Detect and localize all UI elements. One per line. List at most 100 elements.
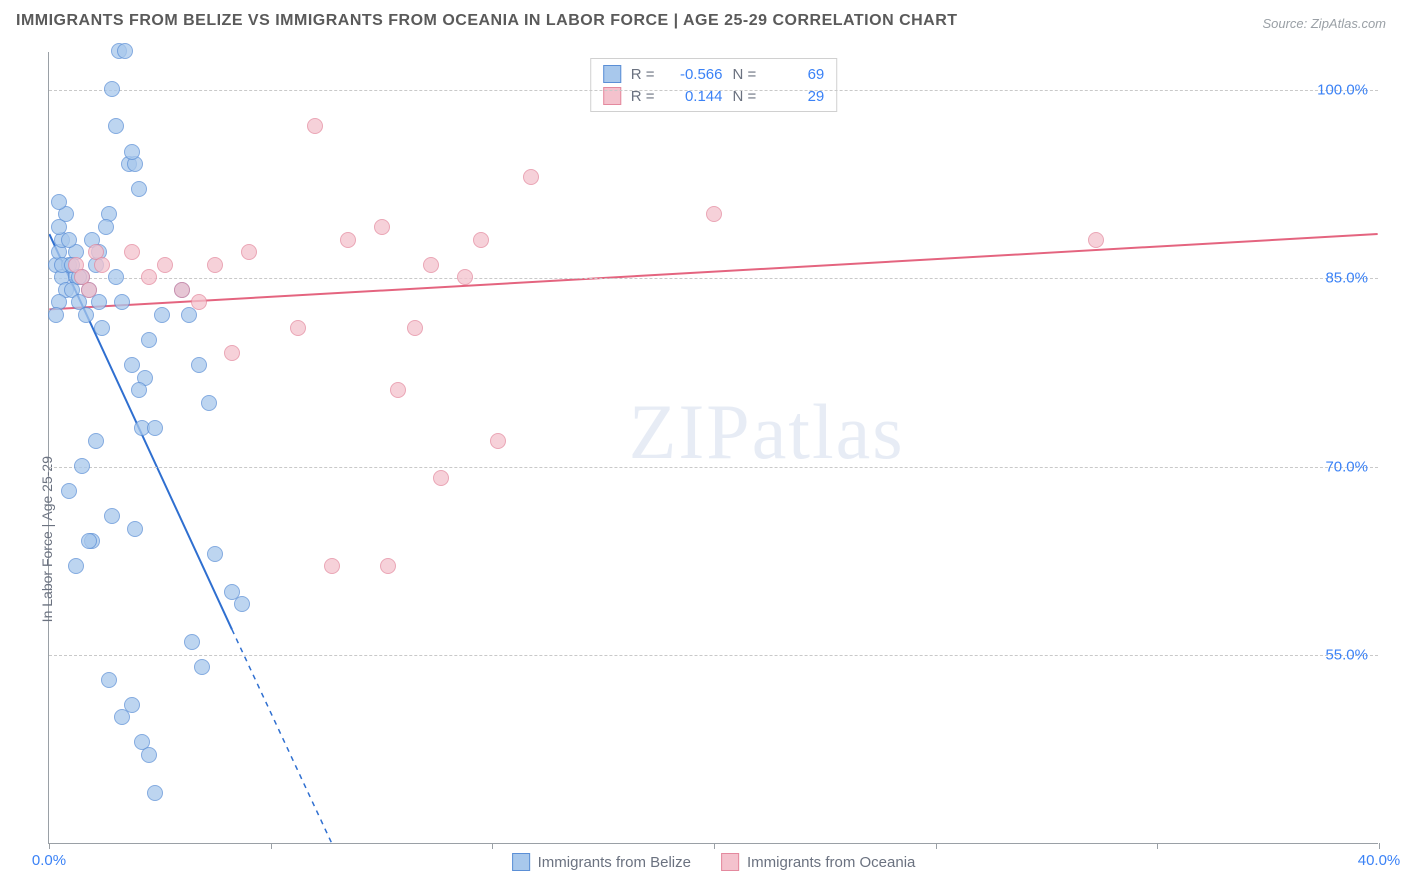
- scatter-point: [68, 558, 84, 574]
- scatter-point: [127, 521, 143, 537]
- trend-lines-svg: [49, 52, 1378, 843]
- scatter-point: [201, 395, 217, 411]
- scatter-point: [290, 320, 306, 336]
- watermark-bold: ZIP: [629, 388, 752, 475]
- scatter-point: [124, 144, 140, 160]
- scatter-point: [224, 345, 240, 361]
- r-label: R =: [631, 66, 655, 83]
- scatter-point: [706, 206, 722, 222]
- gridline-h: [49, 467, 1378, 468]
- x-tick: [714, 843, 715, 849]
- scatter-point: [307, 118, 323, 134]
- scatter-point: [374, 219, 390, 235]
- swatch-oceania: [721, 853, 739, 871]
- scatter-point: [108, 118, 124, 134]
- gridline-h: [49, 655, 1378, 656]
- scatter-point: [114, 294, 130, 310]
- scatter-point: [91, 294, 107, 310]
- x-tick: [1379, 843, 1380, 849]
- scatter-point: [104, 508, 120, 524]
- y-axis-label: In Labor Force | Age 25-29: [39, 456, 55, 622]
- scatter-point: [51, 194, 67, 210]
- scatter-point: [184, 634, 200, 650]
- watermark-thin: atlas: [752, 388, 905, 475]
- scatter-point: [157, 257, 173, 273]
- scatter-point: [457, 269, 473, 285]
- y-tick-label: 85.0%: [1325, 270, 1368, 287]
- n-label: N =: [733, 66, 757, 83]
- scatter-point: [380, 558, 396, 574]
- scatter-point: [141, 332, 157, 348]
- scatter-point: [104, 81, 120, 97]
- x-tick: [936, 843, 937, 849]
- scatter-point: [147, 785, 163, 801]
- r-value-belize: -0.566: [665, 66, 723, 83]
- scatter-point: [81, 533, 97, 549]
- scatter-point: [81, 282, 97, 298]
- legend: Immigrants from Belize Immigrants from O…: [512, 853, 916, 871]
- scatter-point: [473, 232, 489, 248]
- scatter-point: [154, 307, 170, 323]
- gridline-h: [49, 278, 1378, 279]
- scatter-point: [61, 232, 77, 248]
- source-attribution: Source: ZipAtlas.com: [1262, 16, 1386, 31]
- legend-item-oceania: Immigrants from Oceania: [721, 853, 915, 871]
- scatter-point: [131, 181, 147, 197]
- stats-row-oceania: R = 0.144 N = 29: [603, 85, 825, 107]
- scatter-point: [207, 257, 223, 273]
- scatter-point: [340, 232, 356, 248]
- y-tick-label: 70.0%: [1325, 458, 1368, 475]
- plot-area: In Labor Force | Age 25-29 ZIPatlas R = …: [48, 52, 1378, 844]
- y-tick-label: 100.0%: [1317, 81, 1368, 98]
- x-tick-label: 0.0%: [32, 852, 66, 869]
- chart-title: IMMIGRANTS FROM BELIZE VS IMMIGRANTS FRO…: [16, 12, 958, 30]
- legend-label: Immigrants from Belize: [538, 854, 691, 871]
- scatter-point: [390, 382, 406, 398]
- scatter-point: [141, 269, 157, 285]
- scatter-point: [194, 659, 210, 675]
- correlation-stats-box: R = -0.566 N = 69 R = 0.144 N = 29: [590, 58, 838, 112]
- scatter-point: [147, 420, 163, 436]
- x-tick: [1157, 843, 1158, 849]
- scatter-point: [94, 257, 110, 273]
- scatter-point: [174, 282, 190, 298]
- legend-item-belize: Immigrants from Belize: [512, 853, 691, 871]
- swatch-belize: [512, 853, 530, 871]
- scatter-point: [117, 43, 133, 59]
- watermark: ZIPatlas: [629, 387, 905, 477]
- scatter-point: [124, 244, 140, 260]
- scatter-point: [124, 697, 140, 713]
- scatter-point: [241, 244, 257, 260]
- swatch-belize: [603, 65, 621, 83]
- scatter-point: [407, 320, 423, 336]
- scatter-point: [131, 382, 147, 398]
- scatter-point: [523, 169, 539, 185]
- x-tick: [49, 843, 50, 849]
- scatter-point: [124, 357, 140, 373]
- scatter-point: [433, 470, 449, 486]
- n-value-belize: 69: [766, 66, 824, 83]
- scatter-point: [490, 433, 506, 449]
- scatter-point: [74, 458, 90, 474]
- y-tick-label: 55.0%: [1325, 647, 1368, 664]
- scatter-point: [101, 672, 117, 688]
- x-tick: [492, 843, 493, 849]
- scatter-point: [423, 257, 439, 273]
- scatter-point: [1088, 232, 1104, 248]
- scatter-point: [207, 546, 223, 562]
- stats-row-belize: R = -0.566 N = 69: [603, 63, 825, 85]
- x-tick: [271, 843, 272, 849]
- scatter-point: [48, 307, 64, 323]
- scatter-point: [88, 433, 104, 449]
- scatter-point: [94, 320, 110, 336]
- scatter-point: [108, 269, 124, 285]
- x-tick-label: 40.0%: [1358, 852, 1401, 869]
- scatter-point: [234, 596, 250, 612]
- scatter-point: [324, 558, 340, 574]
- legend-label: Immigrants from Oceania: [747, 854, 915, 871]
- scatter-point: [98, 219, 114, 235]
- scatter-point: [191, 294, 207, 310]
- scatter-point: [78, 307, 94, 323]
- gridline-h: [49, 90, 1378, 91]
- scatter-point: [191, 357, 207, 373]
